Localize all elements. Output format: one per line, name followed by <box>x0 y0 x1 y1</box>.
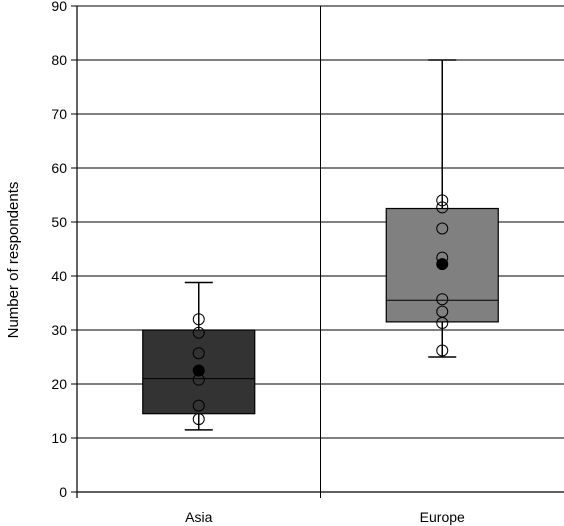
y-tick-label: 10 <box>51 430 67 446</box>
data-point <box>436 194 449 207</box>
plot-area <box>142 59 499 431</box>
box-asia <box>142 281 256 431</box>
y-tick-label: 60 <box>51 160 67 176</box>
data-point <box>192 326 205 339</box>
y-tick-label: 20 <box>51 376 67 392</box>
box-europe <box>385 59 499 358</box>
y-tick-label: 30 <box>51 322 67 338</box>
axes: 0 10 20 30 40 50 60 70 80 90 Asia Europe <box>51 0 564 525</box>
data-point <box>436 344 449 357</box>
data-point <box>436 305 449 318</box>
y-tick-label: 70 <box>51 106 67 122</box>
data-point <box>192 347 205 360</box>
x-category-label: Asia <box>185 509 212 525</box>
y-tick-label: 0 <box>59 484 67 500</box>
y-tick-label: 80 <box>51 52 67 68</box>
y-axis-title: Number of respondents <box>5 182 22 339</box>
y-tick-label: 50 <box>51 214 67 230</box>
y-tick-label: 90 <box>51 0 67 14</box>
mean-marker <box>192 364 205 377</box>
data-point <box>436 293 449 306</box>
data-point <box>192 313 205 326</box>
data-point <box>192 413 205 426</box>
data-point <box>192 399 205 412</box>
x-category-label: Europe <box>420 509 465 525</box>
mean-marker <box>436 258 449 271</box>
data-point <box>436 201 449 214</box>
data-point <box>436 222 449 235</box>
y-tick-label: 40 <box>51 268 67 284</box>
